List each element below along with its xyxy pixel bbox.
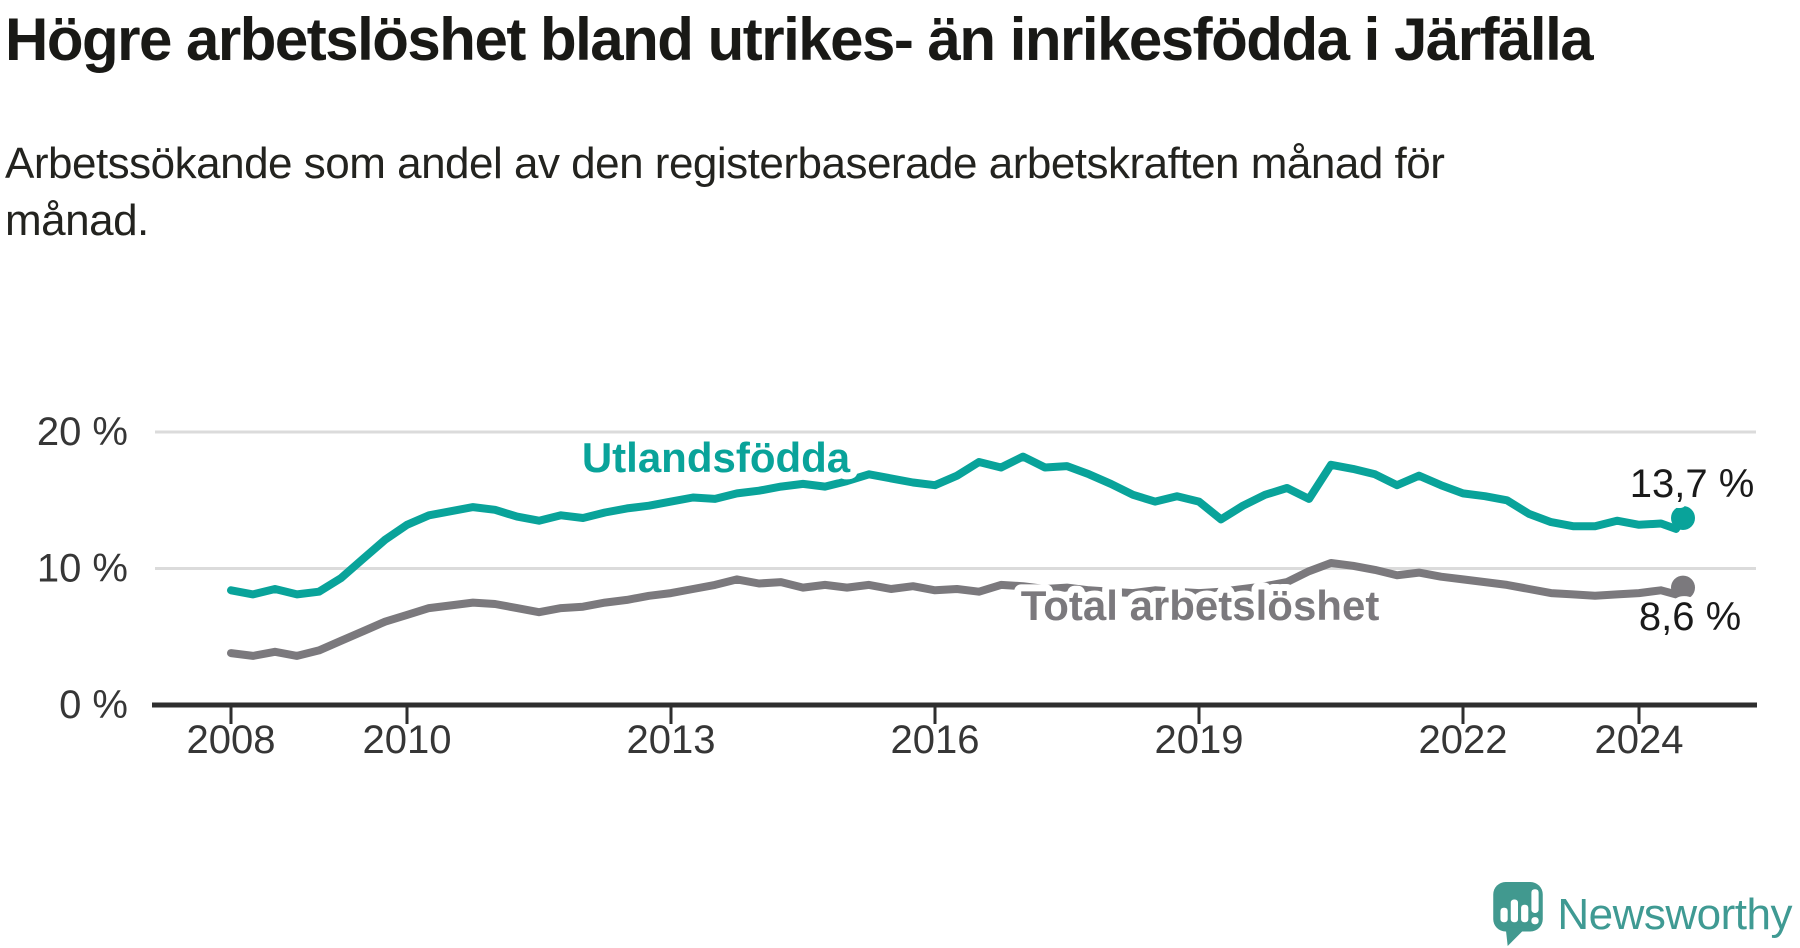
- x-axis-label-2022: 2022: [1419, 718, 1508, 762]
- x-axis-label-2016: 2016: [891, 718, 980, 762]
- series-lines: [227, 452, 1695, 660]
- series-line-0: [227, 452, 1687, 599]
- series-end-dot-1: [1671, 575, 1695, 600]
- series-label-total-arbetsloshet: Total arbetslöshet: [1021, 582, 1380, 629]
- chart-header: Högre arbetslöshet bland utrikes- än inr…: [5, 2, 1725, 249]
- x-axis-label-2008: 2008: [187, 718, 276, 762]
- series-end-dot-0: [1671, 506, 1695, 530]
- x-axis-label-2010: 2010: [363, 718, 452, 762]
- y-axis-label-10: 10 %: [37, 547, 128, 591]
- end-value-label-total-arbetsloshet: 8,6 %: [1639, 595, 1741, 639]
- series-label-utlandsfodda: Utlandsfödda: [582, 434, 851, 481]
- x-axis-label-2013: 2013: [627, 718, 716, 762]
- y-axis-label-0: 0 %: [59, 683, 128, 727]
- x-axis: 2008 2010 2013 2016 2019 2022 2024: [152, 702, 1757, 762]
- newsworthy-logo: Newsworthy: [1493, 882, 1792, 948]
- newsworthy-logo-text: Newsworthy: [1557, 890, 1792, 939]
- newsworthy-logo-icon: [1493, 882, 1544, 946]
- y-axis-label-20: 20 %: [37, 410, 128, 454]
- series-line-1: [227, 559, 1687, 660]
- chart-labels: Utlandsfödda Total arbetslöshet 13,7 % 8…: [575, 427, 1760, 645]
- x-axis-label-2024: 2024: [1595, 718, 1684, 762]
- chart-title: Högre arbetslöshet bland utrikes- än inr…: [5, 6, 1594, 73]
- end-value-label-utlandsfodda: 13,7 %: [1630, 462, 1755, 506]
- gridlines: 0 % 10 % 20 %: [37, 410, 1756, 727]
- x-axis-label-2019: 2019: [1155, 718, 1244, 762]
- chart-subtitle: Arbetssökande som andel av den registerb…: [5, 138, 1445, 245]
